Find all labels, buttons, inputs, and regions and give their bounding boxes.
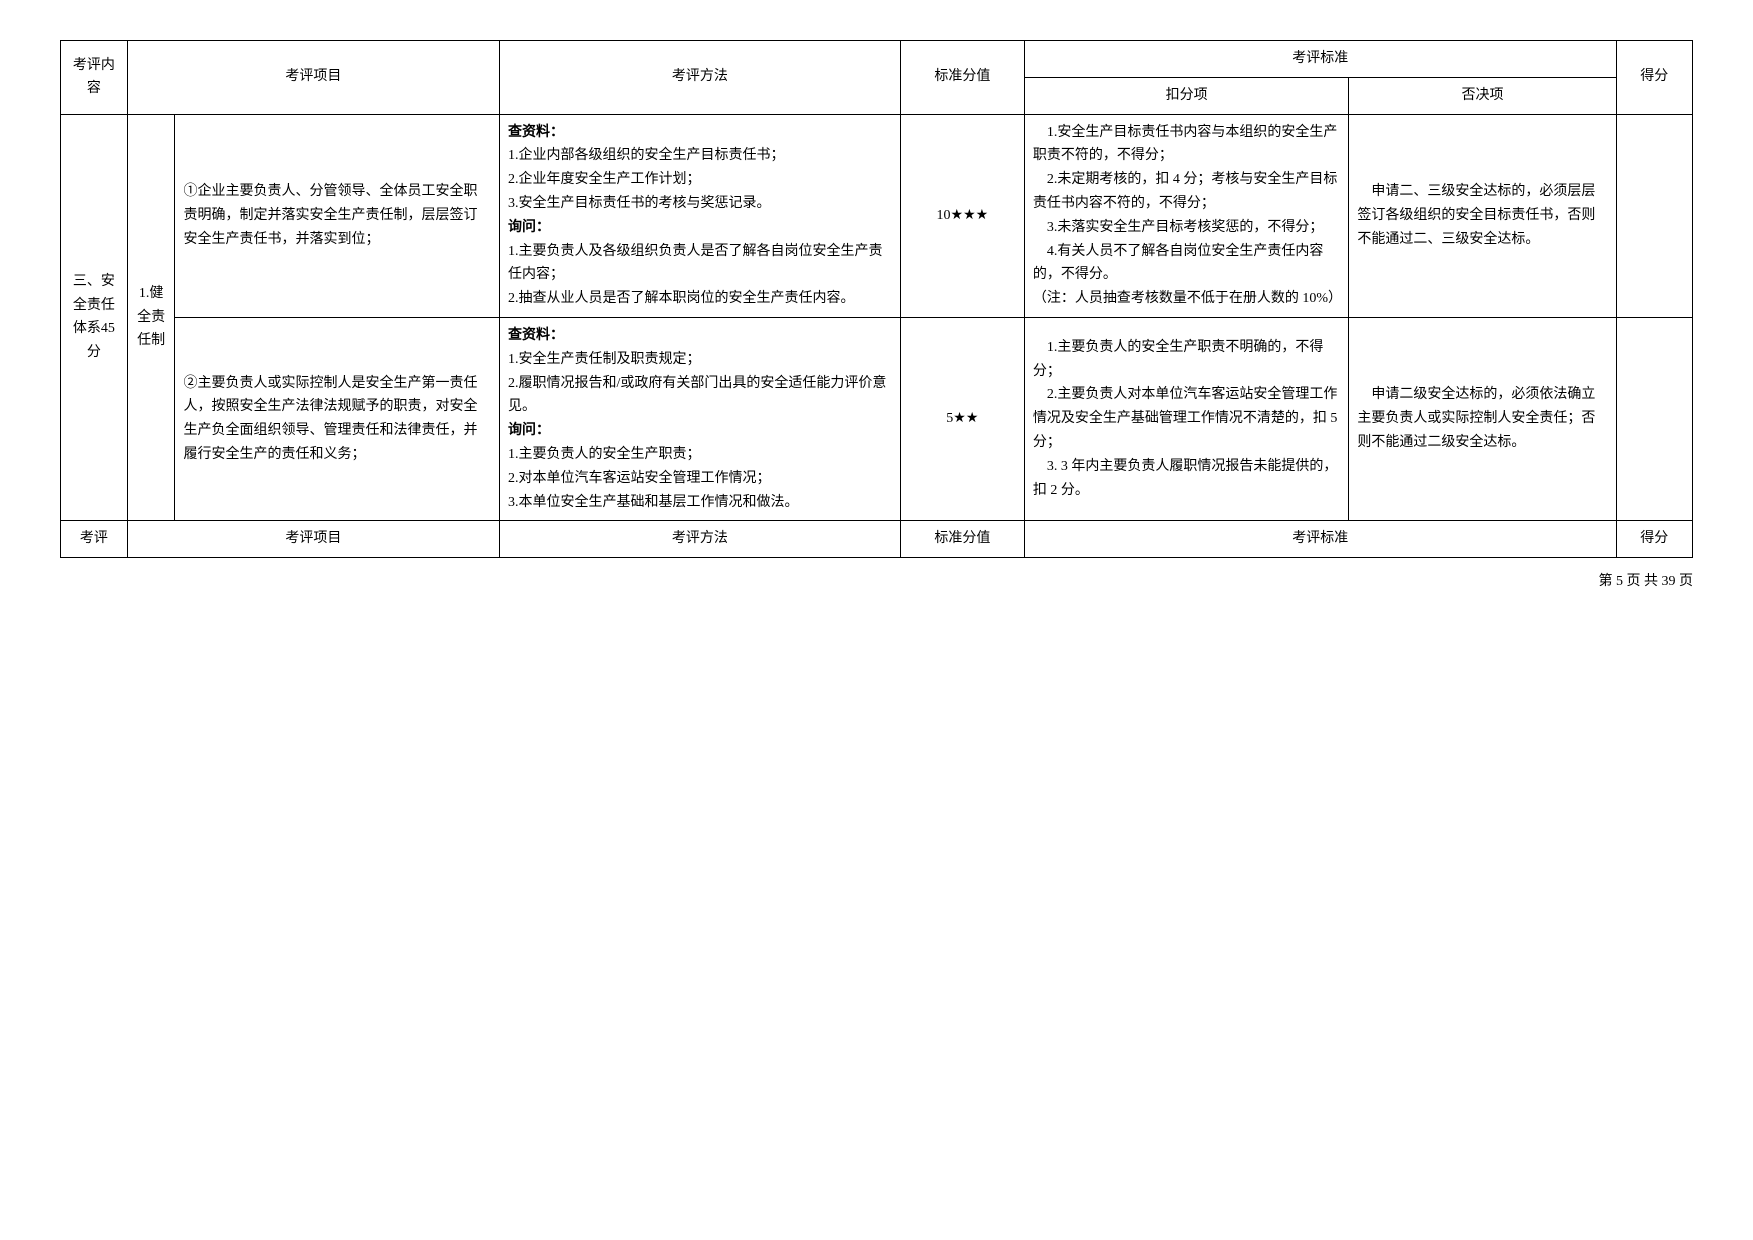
table-row: 三、安全责任体系45分 1.健全责任制 ①企业主要负责人、分管领导、全体员工安全… bbox=[61, 114, 1693, 317]
ftr-stdscore: 标准分值 bbox=[900, 521, 1024, 558]
hdr-final: 得分 bbox=[1616, 41, 1692, 115]
row2-method-label1: 查资料： bbox=[508, 328, 564, 343]
row1-deduct: 1.安全生产目标责任书内容与本组织的安全生产职责不符的，不得分； 2.未定期考核… bbox=[1024, 114, 1348, 317]
row2-method: 查资料： 1.安全生产责任制及职责规定； 2.履职情况报告和/或政府有关部门出具… bbox=[499, 317, 900, 520]
hdr-content: 考评内容 bbox=[61, 41, 128, 115]
row1-veto: 申请二、三级安全达标的，必须层层签订各级组织的安全目标责任书，否则不能通过二、三… bbox=[1349, 114, 1616, 317]
ftr-content: 考评 bbox=[61, 521, 128, 558]
evaluation-table: 考评内容 考评项目 考评方法 标准分值 考评标准 得分 扣分项 否决项 三、安全… bbox=[60, 40, 1693, 558]
row2-item: ②主要负责人或实际控制人是安全生产第一责任人，按照安全生产法律法规赋予的职责，对… bbox=[175, 317, 499, 520]
hdr-criteria: 考评标准 bbox=[1024, 41, 1616, 78]
row1-method: 查资料： 1.企业内部各级组织的安全生产目标责任书； 2.企业年度安全生产工作计… bbox=[499, 114, 900, 317]
hdr-stdscore: 标准分值 bbox=[900, 41, 1024, 115]
hdr-method: 考评方法 bbox=[499, 41, 900, 115]
row2-deduct: 1.主要负责人的安全生产职责不明确的，不得分； 2.主要负责人对本单位汽车客运站… bbox=[1024, 317, 1348, 520]
row2-score: 5★★ bbox=[900, 317, 1024, 520]
row2-method-body2: 1.主要负责人的安全生产职责； 2.对本单位汽车客运站安全管理工作情况； 3.本… bbox=[508, 447, 799, 510]
row1-method-body2: 1.主要负责人及各级组织负责人是否了解各自岗位安全生产责任内容； 2.抽查从业人… bbox=[508, 244, 883, 307]
row1-method-label1: 查资料： bbox=[508, 125, 564, 140]
row1-item: ①企业主要负责人、分管领导、全体员工安全职责明确，制定并落实安全生产责任制，层层… bbox=[175, 114, 499, 317]
section-content: 三、安全责任体系45分 bbox=[61, 114, 128, 521]
hdr-veto: 否决项 bbox=[1349, 77, 1616, 114]
row2-method-label2: 询问： bbox=[508, 423, 550, 438]
header-row-1: 考评内容 考评项目 考评方法 标准分值 考评标准 得分 bbox=[61, 41, 1693, 78]
ftr-item: 考评项目 bbox=[127, 521, 499, 558]
hdr-deduct: 扣分项 bbox=[1024, 77, 1348, 114]
footer-header-row: 考评 考评项目 考评方法 标准分值 考评标准 得分 bbox=[61, 521, 1693, 558]
row1-method-label2: 询问： bbox=[508, 220, 550, 235]
row1-score: 10★★★ bbox=[900, 114, 1024, 317]
page-footer: 第 5 页 共 39 页 bbox=[60, 570, 1693, 590]
ftr-method: 考评方法 bbox=[499, 521, 900, 558]
row2-veto: 申请二级安全达标的，必须依法确立主要负责人或实际控制人安全责任；否则不能通过二级… bbox=[1349, 317, 1616, 520]
row1-final bbox=[1616, 114, 1692, 317]
section-sub: 1.健全责任制 bbox=[127, 114, 175, 521]
ftr-criteria: 考评标准 bbox=[1024, 521, 1616, 558]
ftr-final: 得分 bbox=[1616, 521, 1692, 558]
row2-method-body1: 1.安全生产责任制及职责规定； 2.履职情况报告和/或政府有关部门出具的安全适任… bbox=[508, 352, 886, 415]
row2-final bbox=[1616, 317, 1692, 520]
table-row: ②主要负责人或实际控制人是安全生产第一责任人，按照安全生产法律法规赋予的职责，对… bbox=[61, 317, 1693, 520]
hdr-item: 考评项目 bbox=[127, 41, 499, 115]
row1-method-body1: 1.企业内部各级组织的安全生产目标责任书； 2.企业年度安全生产工作计划； 3.… bbox=[508, 148, 785, 211]
